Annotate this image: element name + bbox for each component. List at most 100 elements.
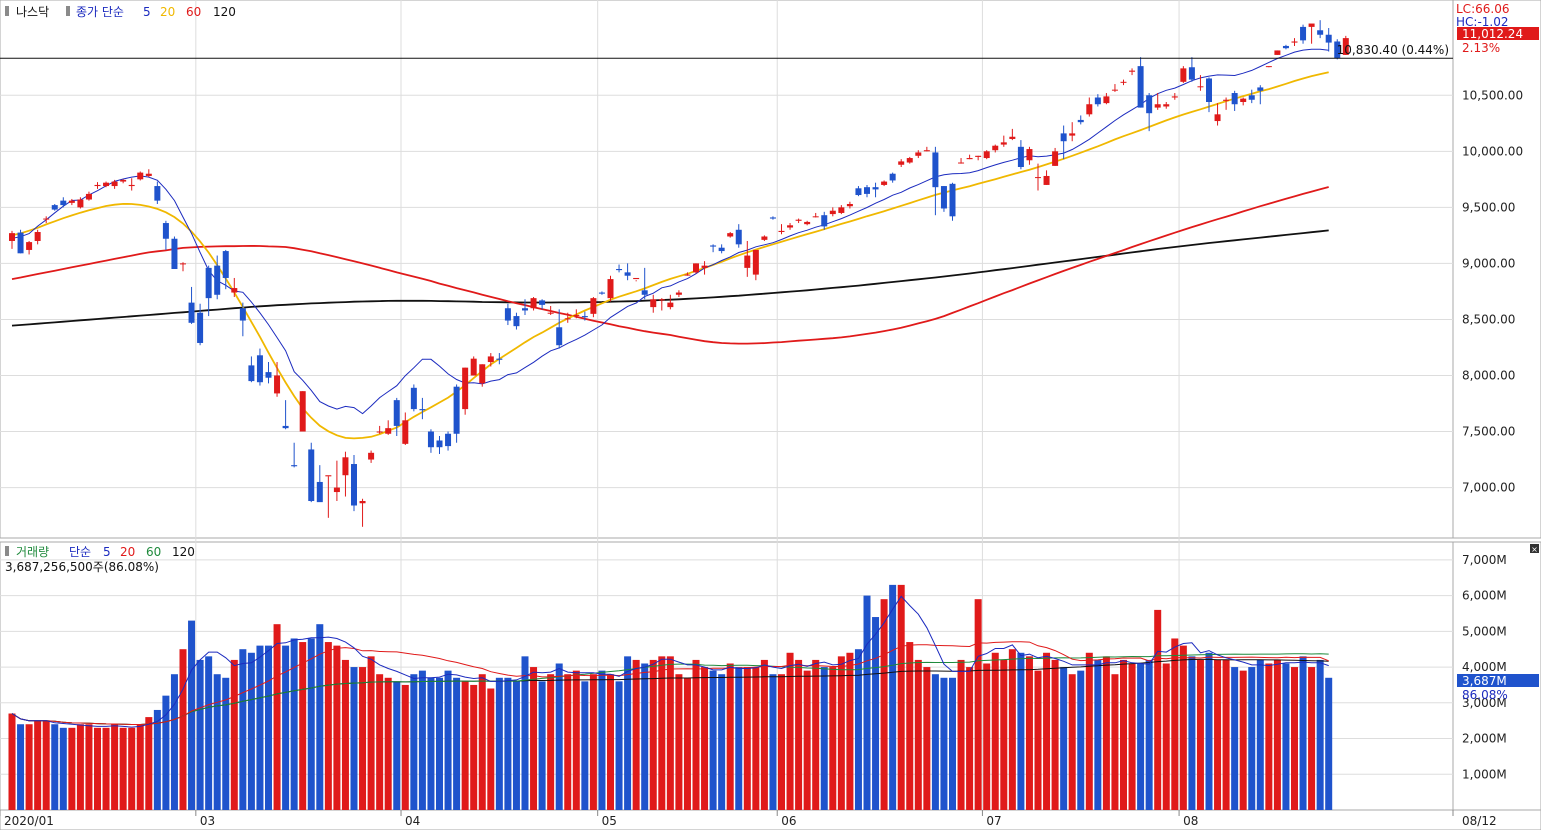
volume-bar xyxy=(940,677,948,810)
candle-body xyxy=(402,420,409,444)
price-legend-marker[interactable] xyxy=(5,6,9,16)
volume-bar xyxy=(1282,663,1290,810)
candle-body xyxy=(299,391,306,432)
volume-bar xyxy=(170,674,178,810)
volume-legend-marker[interactable] xyxy=(5,546,9,556)
candle-body xyxy=(1146,95,1153,114)
volume-bar xyxy=(1043,652,1051,810)
volume-bar xyxy=(1060,667,1068,810)
volume-bar xyxy=(795,659,803,810)
candle-body xyxy=(145,173,152,176)
volume-legend-period-120: 120 xyxy=(172,545,195,559)
volume-bar xyxy=(487,688,495,810)
candle-body xyxy=(556,327,563,346)
candle-body xyxy=(453,386,460,434)
volume-bar xyxy=(1137,663,1145,810)
time-tick-label: 07 xyxy=(986,814,1001,828)
ma-legend-marker[interactable] xyxy=(66,6,70,16)
volume-panel-close-button[interactable] xyxy=(1530,544,1539,553)
time-tick-label: 08/12 xyxy=(1462,814,1497,828)
volume-bar xyxy=(444,670,452,810)
candle-body xyxy=(68,200,75,203)
volume-bar xyxy=(119,727,127,810)
volume-bar xyxy=(743,667,751,810)
price-tick-label: 8,000.00 xyxy=(1462,368,1515,382)
volume-bar xyxy=(1179,645,1187,810)
volume-bar xyxy=(341,659,349,810)
volume-bar xyxy=(247,652,255,810)
volume-bar xyxy=(735,667,743,810)
volume-bar xyxy=(162,695,170,810)
candle-body xyxy=(1094,97,1101,105)
volume-bar xyxy=(205,656,213,810)
candle-body xyxy=(838,207,845,213)
candle-body xyxy=(590,298,597,314)
volume-bar xyxy=(350,667,358,810)
volume-bar xyxy=(1128,663,1136,810)
volume-bar xyxy=(504,677,512,810)
volume-bar xyxy=(1316,659,1324,810)
volume-bar xyxy=(282,645,290,810)
last-price-label: 11,012.24 xyxy=(1462,27,1523,41)
candle-body xyxy=(787,225,794,228)
volume-bar xyxy=(538,681,546,810)
candle-body xyxy=(180,263,186,265)
volume-bar xyxy=(1291,667,1298,810)
volume-bar xyxy=(1025,656,1033,810)
candle-body xyxy=(171,238,178,269)
volume-bar xyxy=(906,642,914,810)
volume-bar xyxy=(153,709,161,810)
close-icon: × xyxy=(1531,545,1538,554)
volume-bar xyxy=(376,674,384,810)
price-legend-period-120: 120 xyxy=(213,5,236,19)
volume-bar xyxy=(102,727,110,810)
candle-body xyxy=(1180,68,1187,82)
price-legend-period-20: 20 xyxy=(160,5,175,19)
candle-body xyxy=(1120,81,1127,83)
volume-bar xyxy=(384,677,392,810)
candle-body xyxy=(222,251,229,278)
candle-body xyxy=(1060,133,1067,142)
candle-body xyxy=(256,355,263,383)
volume-bar xyxy=(1017,652,1025,810)
volume-bar xyxy=(290,638,298,810)
candle-body xyxy=(26,242,33,250)
candle-body xyxy=(1154,104,1161,108)
volume-bar xyxy=(812,659,820,810)
candle-body xyxy=(351,464,357,506)
volume-bar xyxy=(641,663,649,810)
time-tick-label: 04 xyxy=(405,814,420,828)
time-tick-label: 2020/01 xyxy=(4,814,54,828)
volume-bar xyxy=(1188,656,1196,810)
candle-body xyxy=(1274,50,1281,55)
volume-bar xyxy=(726,663,734,810)
candle-body xyxy=(274,375,281,394)
price-axis-ticks: 10,500.00 10,000.00 9,500.00 9,000.00 8,500.… xyxy=(1462,88,1523,494)
candle-body xyxy=(325,475,332,477)
volume-bar xyxy=(572,670,580,810)
candle-body xyxy=(923,150,930,152)
candle-body xyxy=(1052,151,1059,166)
candle-body xyxy=(1342,38,1349,55)
volume-bar xyxy=(1051,659,1059,810)
candle-body xyxy=(872,187,879,190)
candle-body xyxy=(650,299,657,308)
candlesticks xyxy=(9,20,1349,527)
price-tick-label: 8,500.00 xyxy=(1462,312,1515,326)
volume-bar xyxy=(547,674,555,810)
volume-bar xyxy=(1094,659,1102,810)
volume-bar xyxy=(632,659,640,810)
last-volume-pct-label: 86.08% xyxy=(1462,688,1508,702)
candle-body xyxy=(1009,136,1016,139)
candle-body xyxy=(9,233,15,241)
volume-bar xyxy=(1248,667,1256,810)
volume-bar xyxy=(555,663,563,810)
candle-body xyxy=(419,409,426,411)
ma20-line xyxy=(11,71,1329,440)
candle-body xyxy=(120,179,127,182)
candle-body xyxy=(1300,26,1307,41)
candle-body xyxy=(975,155,982,157)
candle-body xyxy=(368,452,375,460)
volume-bar xyxy=(111,724,119,810)
volume-legend: 거래량 단순 5 20 60 120 3,687,256,500주(86.08%… xyxy=(5,544,1539,574)
